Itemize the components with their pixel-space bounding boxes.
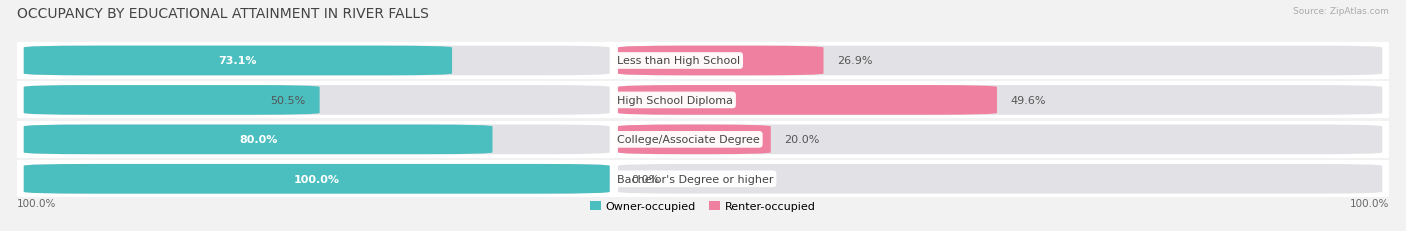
FancyBboxPatch shape: [24, 125, 492, 155]
Text: 100.0%: 100.0%: [1350, 198, 1389, 208]
Text: 50.5%: 50.5%: [271, 95, 307, 106]
FancyBboxPatch shape: [617, 86, 1382, 115]
FancyBboxPatch shape: [617, 46, 1382, 76]
Text: 26.9%: 26.9%: [837, 56, 873, 66]
Text: 20.0%: 20.0%: [785, 135, 820, 145]
FancyBboxPatch shape: [617, 86, 997, 115]
FancyBboxPatch shape: [24, 125, 610, 155]
Text: 0.0%: 0.0%: [631, 174, 659, 184]
FancyBboxPatch shape: [617, 164, 1382, 194]
FancyBboxPatch shape: [617, 46, 824, 76]
FancyBboxPatch shape: [617, 125, 1382, 155]
Legend: Owner-occupied, Renter-occupied: Owner-occupied, Renter-occupied: [591, 201, 815, 212]
Text: 73.1%: 73.1%: [219, 56, 257, 66]
Text: Bachelor's Degree or higher: Bachelor's Degree or higher: [617, 174, 773, 184]
Text: 49.6%: 49.6%: [1011, 95, 1046, 106]
FancyBboxPatch shape: [24, 46, 453, 76]
FancyBboxPatch shape: [617, 125, 770, 155]
FancyBboxPatch shape: [24, 46, 610, 76]
FancyBboxPatch shape: [24, 164, 610, 194]
Text: College/Associate Degree: College/Associate Degree: [617, 135, 759, 145]
Text: 100.0%: 100.0%: [17, 198, 56, 208]
FancyBboxPatch shape: [24, 86, 319, 115]
FancyBboxPatch shape: [24, 164, 610, 194]
Text: 100.0%: 100.0%: [294, 174, 340, 184]
Text: Less than High School: Less than High School: [617, 56, 740, 66]
FancyBboxPatch shape: [24, 86, 610, 115]
Text: 80.0%: 80.0%: [239, 135, 277, 145]
Text: Source: ZipAtlas.com: Source: ZipAtlas.com: [1294, 7, 1389, 16]
Text: OCCUPANCY BY EDUCATIONAL ATTAINMENT IN RIVER FALLS: OCCUPANCY BY EDUCATIONAL ATTAINMENT IN R…: [17, 7, 429, 21]
Text: High School Diploma: High School Diploma: [617, 95, 733, 106]
